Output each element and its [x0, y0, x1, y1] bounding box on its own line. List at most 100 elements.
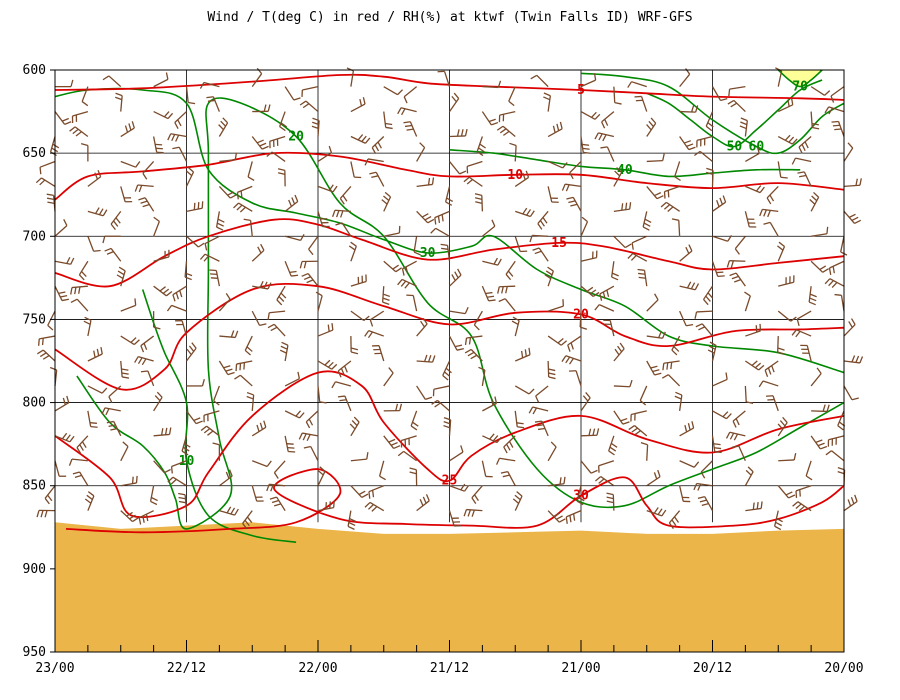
wind-barb [317, 211, 330, 228]
wind-barb [298, 432, 319, 442]
wind-barb [777, 134, 798, 145]
wind-barb [337, 360, 352, 378]
wind-barb [503, 435, 516, 454]
wind-barb [712, 195, 727, 212]
wind-barb [87, 236, 101, 252]
wind-barb [120, 360, 130, 379]
rh-70-shade [778, 70, 823, 87]
wind-barb [178, 492, 188, 511]
wind-barb [350, 336, 359, 355]
wind-barb [102, 75, 122, 88]
wind-barb [39, 160, 56, 175]
wind-barb [185, 166, 195, 187]
wind-barb [81, 86, 89, 107]
wind-barb [186, 201, 204, 212]
wind-barb [368, 485, 384, 499]
wind-barb [744, 385, 754, 405]
wind-barb [471, 485, 483, 504]
wind-barb [383, 403, 403, 412]
wind-barb [350, 161, 362, 179]
wind-barb [843, 142, 854, 162]
wind-barb [199, 81, 220, 89]
wind-barb [679, 460, 700, 468]
wind-barb [55, 79, 74, 88]
rh-contour-30 [54, 87, 845, 374]
rh-contour-70 [777, 69, 823, 88]
wind-barb [449, 483, 470, 492]
wind-barb [464, 335, 483, 346]
wind-barb [712, 372, 728, 387]
wind-barb [269, 135, 286, 149]
wind-barb [732, 410, 746, 428]
wind-barb [548, 476, 566, 487]
wind-barb [466, 160, 483, 174]
wind-barb [613, 235, 632, 249]
wind-barb [317, 145, 333, 163]
wind-barb [811, 226, 829, 237]
wind-barb [383, 367, 394, 387]
wind-barb [810, 367, 822, 387]
wind-barb [301, 272, 319, 287]
wind-barb [695, 323, 713, 337]
wind-barb [252, 104, 271, 113]
wind-barb [114, 92, 123, 112]
wind-barb [569, 370, 582, 387]
wind-barb [496, 125, 516, 138]
wind-barb [566, 196, 582, 212]
wind-barb [547, 299, 564, 312]
wind-barb [727, 99, 746, 113]
wind-barb [371, 136, 385, 155]
wind-barb [416, 385, 433, 400]
wind-barb [739, 117, 748, 137]
wind-barb [514, 385, 535, 395]
wind-barb [663, 185, 680, 199]
wind-barb [120, 475, 138, 487]
rh-label: 20 [288, 130, 304, 145]
wind-barb [206, 96, 220, 112]
wind-barb [449, 128, 468, 138]
wind-barb [810, 260, 829, 273]
wind-barb [694, 310, 713, 319]
wind-barb [142, 161, 155, 180]
wind-barb [181, 435, 191, 456]
wind-barb [172, 285, 187, 302]
wind-barb [315, 291, 323, 312]
wind-barb [777, 161, 788, 179]
wind-barb [474, 193, 484, 212]
wind-barb [498, 110, 516, 123]
wind-barb [138, 510, 154, 525]
wind-barb [514, 347, 531, 362]
wind-barb [628, 425, 648, 437]
wind-barb [830, 86, 845, 103]
wind-barb [613, 342, 625, 362]
isotherm-label: 5 [577, 83, 585, 98]
wind-barb [678, 485, 691, 503]
wind-barb [410, 410, 419, 431]
wind-barb [175, 320, 188, 337]
wind-barb [674, 161, 681, 182]
y-tick-label: 650 [23, 146, 46, 161]
wind-barb [430, 227, 450, 237]
wind-barb [843, 318, 856, 337]
wind-barb [731, 445, 746, 462]
wind-barb [381, 286, 391, 306]
wind-barb [233, 202, 253, 213]
wind-barb [54, 256, 75, 265]
wind-barb [679, 310, 694, 327]
x-tick-label: 20/00 [824, 661, 863, 676]
wind-barb [301, 85, 319, 97]
wind-barb [317, 184, 338, 193]
wind-barb [54, 460, 67, 477]
wind-barb [108, 385, 122, 404]
wind-barb [364, 329, 384, 339]
wind-barb [153, 110, 174, 120]
wind-barb [598, 460, 615, 473]
wind-barb [311, 117, 320, 137]
wind-barb [364, 158, 384, 166]
wind-barb [600, 146, 615, 162]
wind-barb [120, 510, 139, 523]
wind-barb [251, 136, 269, 150]
wind-barb [284, 234, 305, 242]
wind-barb [700, 460, 713, 479]
wind-barb [444, 186, 454, 206]
